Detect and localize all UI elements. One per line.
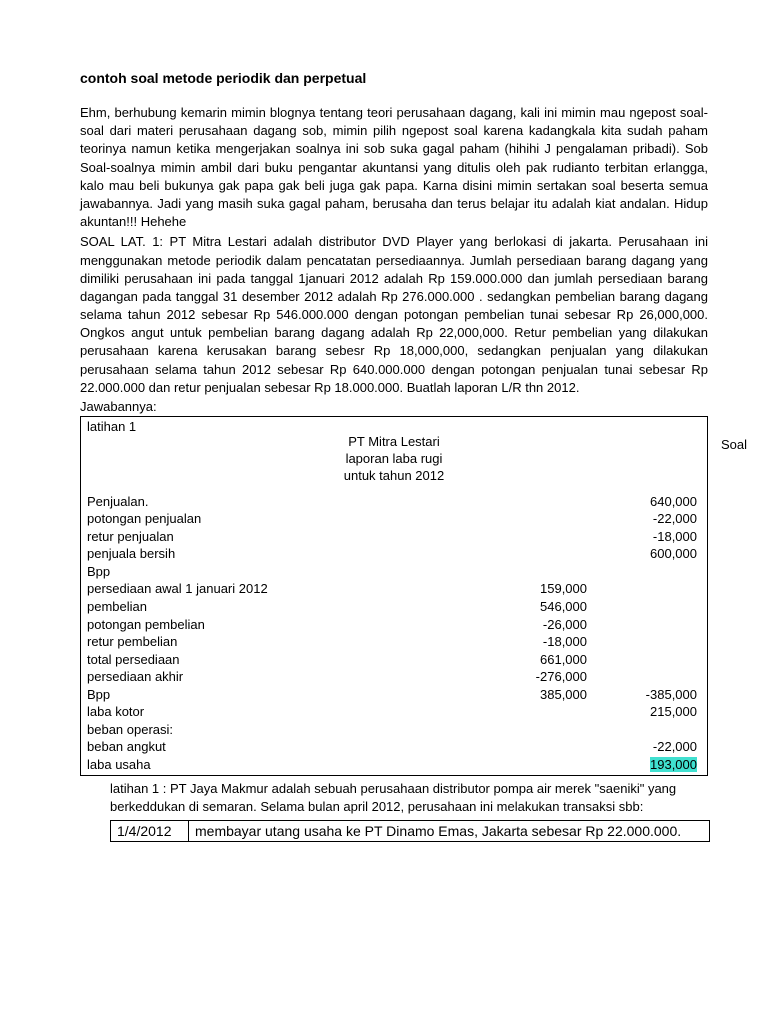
intro-paragraph: Ehm, berhubung kemarin mimin blognya ten… — [80, 104, 708, 231]
row-label: laba kotor — [87, 703, 477, 721]
report-row: persediaan akhir-276,000 — [87, 668, 701, 686]
page-title: contoh soal metode periodik dan perpetua… — [80, 70, 708, 86]
row-label: pembelian — [87, 598, 477, 616]
soal-paragraph: SOAL LAT. 1: PT Mitra Lestari adalah dis… — [80, 233, 708, 397]
row-label: beban angkut — [87, 738, 477, 756]
report-row: Bpp — [87, 563, 701, 581]
row-col2: -18,000 — [607, 528, 701, 546]
report-row: pembelian546,000 — [87, 598, 701, 616]
row-col2: -22,000 — [607, 738, 701, 756]
answer-label: Jawabannya: — [80, 399, 708, 414]
row-col1: -18,000 — [477, 633, 607, 651]
report-row: beban angkut -22,000 — [87, 738, 701, 756]
row-col1: 159,000 — [477, 580, 607, 598]
row-label: Bpp — [87, 686, 477, 704]
row-col1 — [477, 703, 607, 721]
row-col1: 385,000 — [477, 686, 607, 704]
row-col2: 193,000 — [607, 756, 701, 774]
row-label: persediaan akhir — [87, 668, 477, 686]
row-col2: -22,000 — [607, 510, 701, 528]
row-col1 — [477, 493, 607, 511]
report-row: potongan penjualan -22,000 — [87, 510, 701, 528]
report-top-label: latihan 1 — [87, 419, 701, 434]
row-col2: 600,000 — [607, 545, 701, 563]
report-period: untuk tahun 2012 — [87, 468, 701, 485]
row-label: Penjualan. — [87, 493, 477, 511]
report-row: retur pembelian-18,000 — [87, 633, 701, 651]
row-col2: 640,000 — [607, 493, 701, 511]
report-row: potongan pembelian-26,000 — [87, 616, 701, 634]
row-col2 — [607, 633, 701, 651]
report-row: Penjualan. 640,000 — [87, 493, 701, 511]
row-col2 — [607, 598, 701, 616]
report-header: PT Mitra Lestari laporan laba rugi untuk… — [87, 434, 701, 485]
row-col1 — [477, 510, 607, 528]
row-col1 — [477, 738, 607, 756]
row-label: beban operasi: — [87, 721, 477, 739]
trans-desc: membayar utang usaha ke PT Dinamo Emas, … — [189, 820, 710, 841]
report-row: laba kotor 215,000 — [87, 703, 701, 721]
row-label: retur penjualan — [87, 528, 477, 546]
row-col2 — [607, 651, 701, 669]
company-name: PT Mitra Lestari — [87, 434, 701, 451]
row-label: potongan pembelian — [87, 616, 477, 634]
row-col2 — [607, 668, 701, 686]
trans-date: 1/4/2012 — [111, 820, 189, 841]
report-row: penjuala bersih 600,000 — [87, 545, 701, 563]
row-col1 — [477, 721, 607, 739]
report-row: total persediaan661,000 — [87, 651, 701, 669]
row-col1 — [477, 545, 607, 563]
report-row: laba usaha 193,000 — [87, 756, 701, 774]
report-row: Bpp385,000-385,000 — [87, 686, 701, 704]
row-col1: 546,000 — [477, 598, 607, 616]
latihan-text: latihan 1 : PT Jaya Makmur adalah sebuah… — [80, 780, 708, 815]
report-name: laporan laba rugi — [87, 451, 701, 468]
row-label: penjuala bersih — [87, 545, 477, 563]
row-label: potongan penjualan — [87, 510, 477, 528]
row-label: laba usaha — [87, 756, 477, 774]
report-row: persediaan awal 1 januari 2012159,000 — [87, 580, 701, 598]
row-col2 — [607, 580, 701, 598]
transaction-table: 1/4/2012 membayar utang usaha ke PT Dina… — [110, 820, 710, 842]
row-col1: 661,000 — [477, 651, 607, 669]
row-label: retur pembelian — [87, 633, 477, 651]
document-page: contoh soal metode periodik dan perpetua… — [0, 0, 768, 882]
row-col2 — [607, 616, 701, 634]
row-col2 — [607, 563, 701, 581]
row-col1: -276,000 — [477, 668, 607, 686]
report-rows: Penjualan. 640,000 potongan penjualan -22,0… — [87, 493, 701, 774]
row-col1: -26,000 — [477, 616, 607, 634]
report-row: beban operasi: — [87, 721, 701, 739]
row-col1 — [477, 528, 607, 546]
row-col2: 215,000 — [607, 703, 701, 721]
report-row: retur penjualan -18,000 — [87, 528, 701, 546]
row-col2 — [607, 721, 701, 739]
table-row: 1/4/2012 membayar utang usaha ke PT Dina… — [111, 820, 710, 841]
row-col2: -385,000 — [607, 686, 701, 704]
row-label: total persediaan — [87, 651, 477, 669]
side-label: Soal — [721, 437, 747, 452]
row-label: persediaan awal 1 januari 2012 — [87, 580, 477, 598]
row-col1 — [477, 756, 607, 774]
row-label: Bpp — [87, 563, 477, 581]
income-statement-box: Soal latihan 1 PT Mitra Lestari laporan … — [80, 416, 708, 776]
row-col1 — [477, 563, 607, 581]
